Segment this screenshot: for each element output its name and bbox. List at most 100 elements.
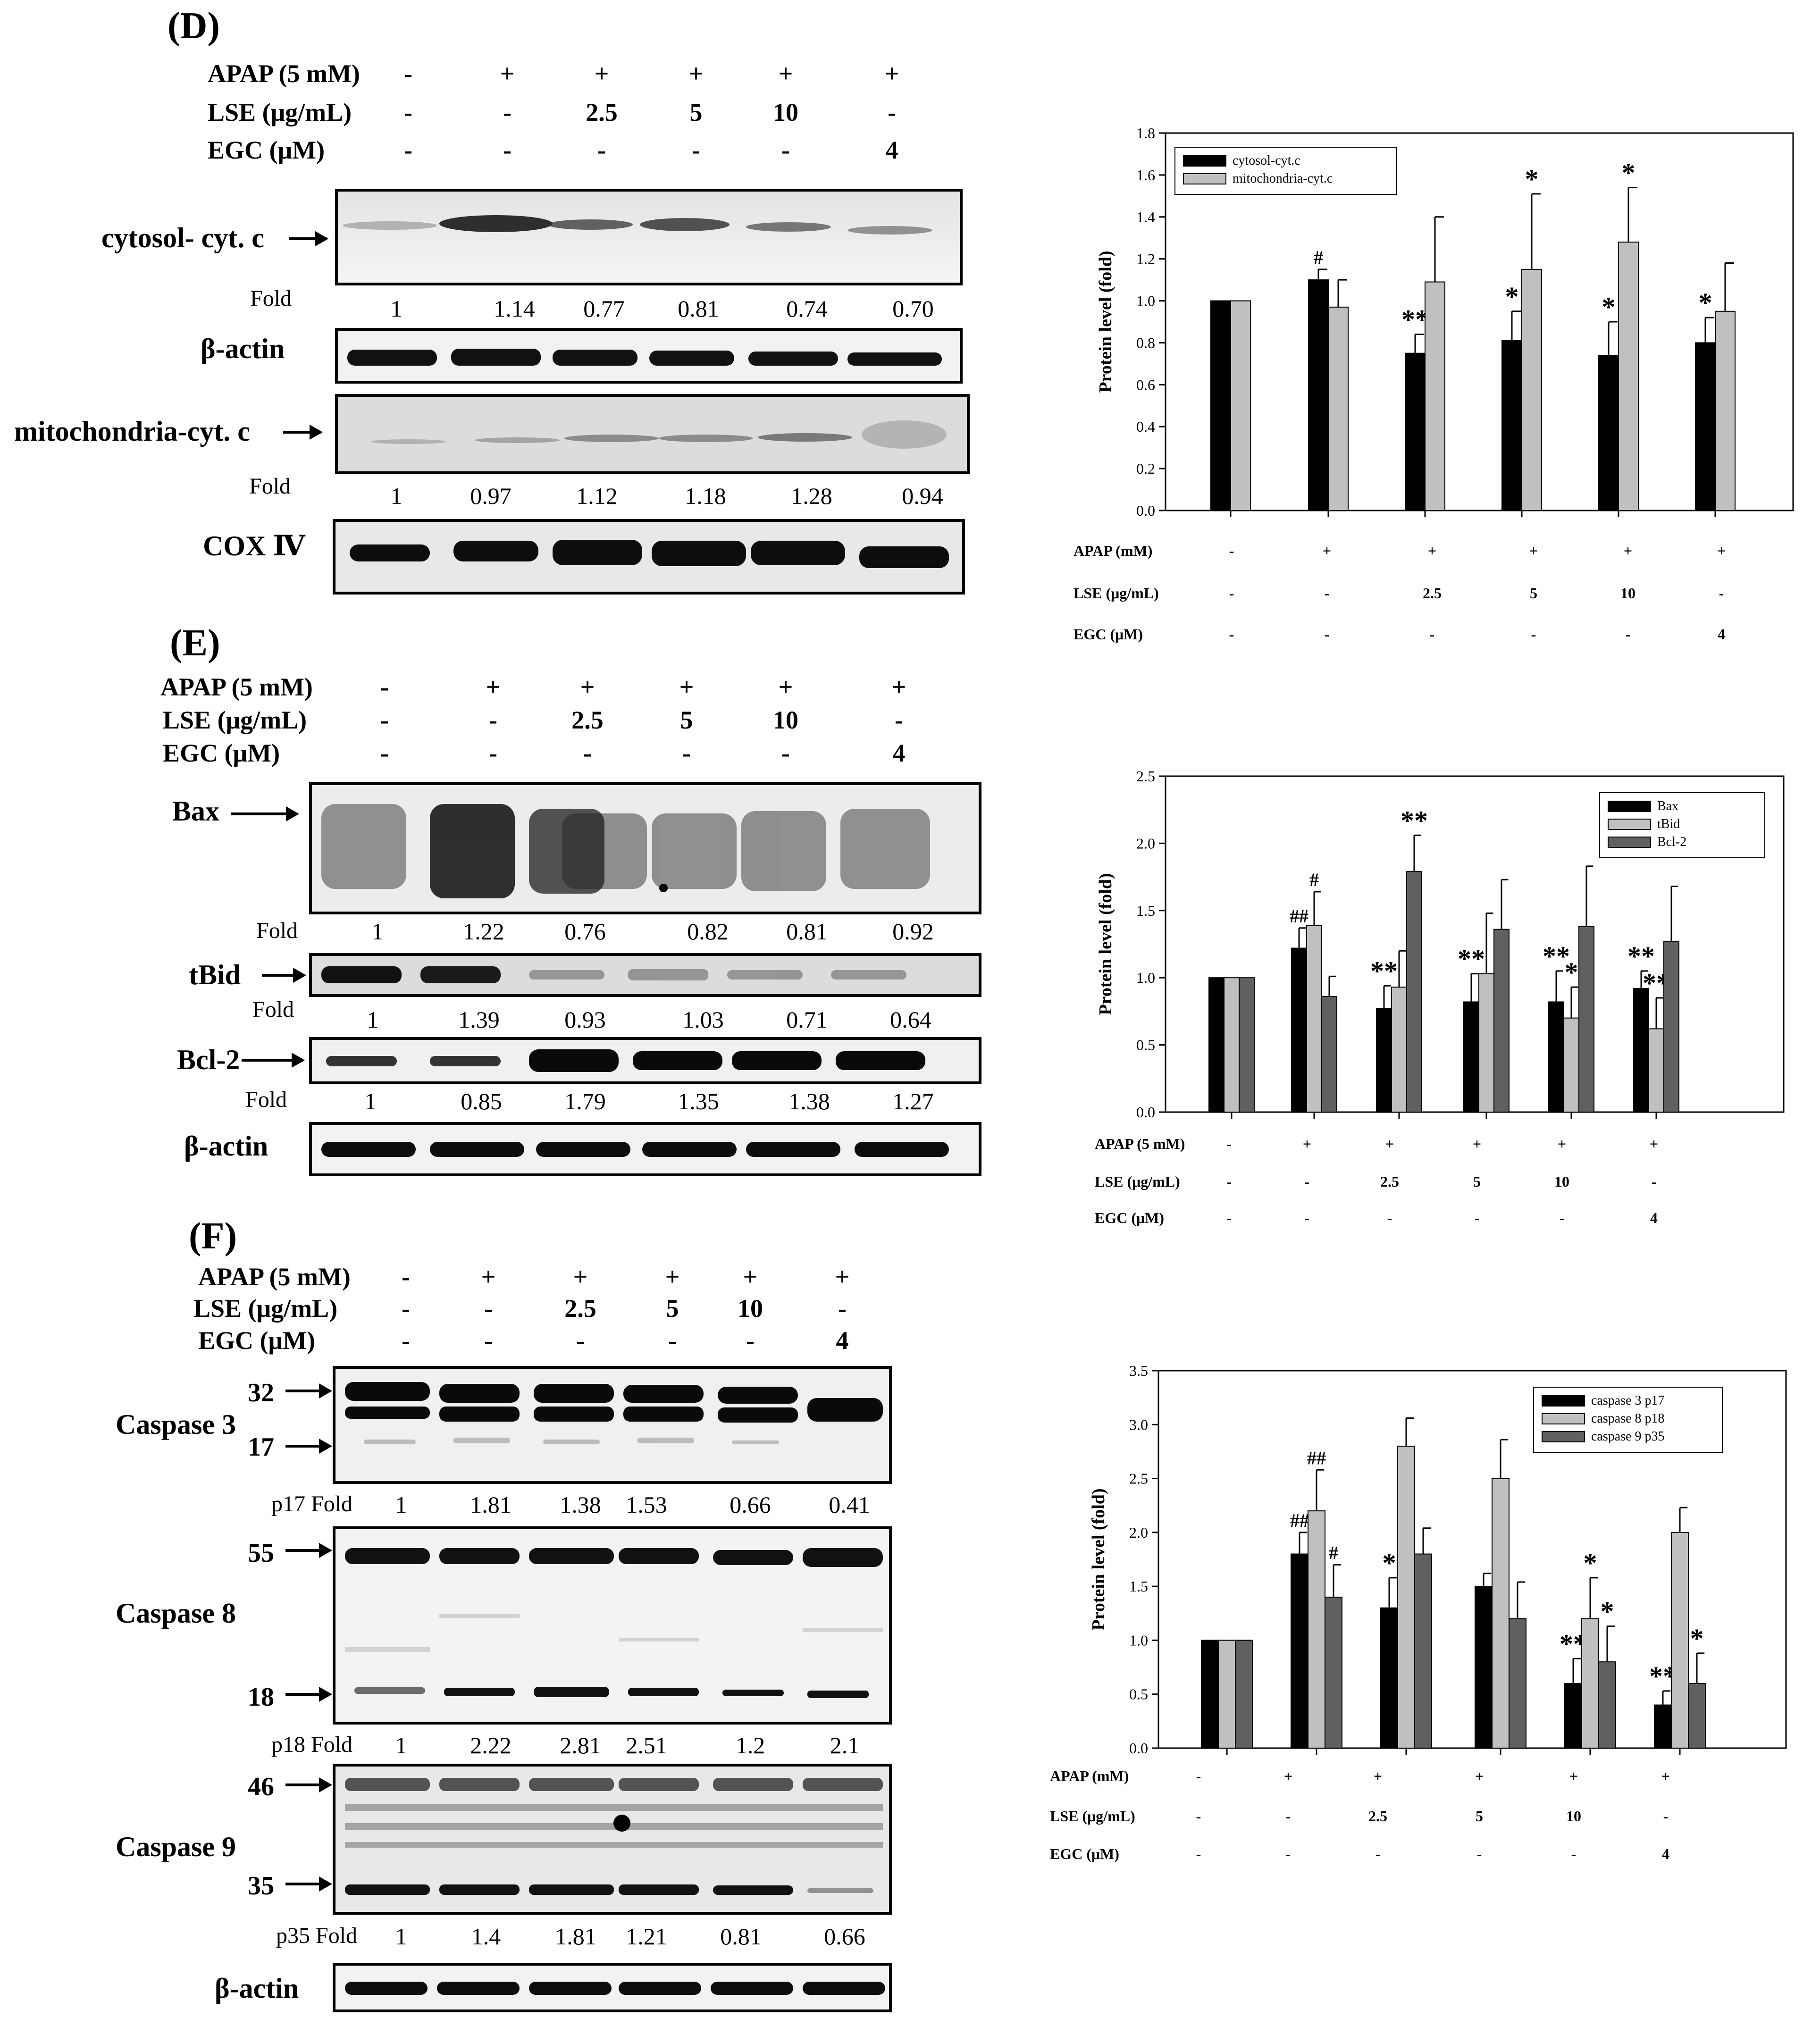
bar <box>1425 281 1445 511</box>
treat-row-value: + <box>1529 542 1538 559</box>
treat-label: LSE (μg/mL) <box>208 98 352 126</box>
fold-value: 0.94 <box>902 483 943 509</box>
arrow-icon <box>285 1777 332 1792</box>
blot-image-actin <box>333 1963 892 2012</box>
blot-label: tBid <box>189 959 241 990</box>
significance-mark: ** <box>1401 805 1428 836</box>
treat-row-value: + <box>1323 542 1331 559</box>
legend-swatch <box>1608 801 1651 812</box>
treat-value: + <box>486 673 501 701</box>
treat-row-label: LSE (μg/mL) <box>1095 1173 1180 1190</box>
significance-mark: * <box>1584 1548 1597 1578</box>
mw-marker: 35 <box>248 1871 274 1901</box>
treat-row-value: 5 <box>1473 1173 1481 1190</box>
bar <box>1463 1001 1479 1113</box>
treat-value: 4 <box>836 1326 849 1355</box>
treat-label: APAP (5 mM) <box>160 673 313 701</box>
treat-row-value: 2.5 <box>1368 1808 1387 1825</box>
treat-row-value: - <box>1286 1845 1291 1862</box>
legend-label: cytosol-cyt.c <box>1233 153 1300 168</box>
bar <box>1618 242 1639 511</box>
treat-value: - <box>380 673 389 701</box>
significance-mark: * <box>1565 957 1578 988</box>
treat-value: + <box>891 673 906 701</box>
fold-value: 1 <box>390 295 403 322</box>
legend-label: mitochondria-cyt.c <box>1233 171 1333 186</box>
treat-value: + <box>835 1263 850 1291</box>
y-tick-label: 2.0 <box>1136 835 1155 852</box>
y-tick-label: 3.0 <box>1129 1416 1148 1433</box>
blot-label: β-actin <box>184 1130 268 1162</box>
bar <box>1308 279 1329 511</box>
bar <box>1695 342 1716 511</box>
bar <box>1509 1618 1526 1749</box>
y-tick-label: 2.5 <box>1129 1470 1148 1487</box>
mw-marker: 17 <box>248 1432 274 1462</box>
y-tick-label: 1.5 <box>1136 902 1155 919</box>
fold-value: 0.81 <box>678 295 719 322</box>
bar <box>1564 1683 1582 1749</box>
significance-mark: * <box>1505 281 1519 312</box>
bar <box>1376 1008 1392 1113</box>
fold-label: p17 Fold <box>271 1491 353 1516</box>
y-tick-label: 1.5 <box>1129 1578 1148 1595</box>
legend-swatch <box>1183 173 1226 184</box>
treat-row-value: 4 <box>1662 1845 1669 1862</box>
blot-label: Bcl-2 <box>177 1044 240 1075</box>
significance-mark: ** <box>1458 944 1485 974</box>
y-tick-label: 2.0 <box>1129 1524 1148 1541</box>
significance-mark: * <box>1601 1596 1614 1627</box>
fold-value: 0.82 <box>687 918 729 945</box>
blot-image-tbid <box>309 953 981 997</box>
legend-swatch <box>1608 819 1651 830</box>
fold-label: p35 Fold <box>276 1923 358 1948</box>
treat-row-value: 4 <box>1718 626 1725 643</box>
blot-image-caspase9 <box>333 1764 892 1915</box>
treat-row-value: - <box>1305 1173 1310 1190</box>
treat-value: 2.5 <box>564 1294 596 1323</box>
fold-value: 1.12 <box>576 483 618 509</box>
treat-row-value: + <box>1624 542 1632 559</box>
bar <box>1654 1704 1672 1749</box>
treat-row-value: - <box>1375 1845 1381 1862</box>
significance-mark: ** <box>1543 941 1570 971</box>
treat-value: + <box>688 59 704 88</box>
treat-value: - <box>404 136 412 164</box>
bar <box>1598 1661 1616 1749</box>
treat-value: - <box>597 136 606 164</box>
blot-label: Bax <box>172 795 220 827</box>
fold-label: p18 Fold <box>271 1732 353 1757</box>
fold-value: 0.66 <box>730 1491 771 1518</box>
panel-letter-d: (D) <box>168 5 220 47</box>
significance-mark: * <box>1383 1548 1396 1578</box>
significance-mark: ## <box>1290 905 1308 927</box>
treat-value: - <box>402 1294 410 1323</box>
treat-row-value: 2.5 <box>1423 585 1442 602</box>
blot-image-actin <box>335 328 963 384</box>
treat-value: - <box>576 1326 585 1355</box>
chart-bax-tbid-bcl2: 0.0 0.5 1.0 1.5 2.0 2.5 Protein level (fold) ##… <box>1095 768 1785 1226</box>
fold-value: 0.81 <box>786 918 828 945</box>
fold-value: 1 <box>390 483 403 509</box>
treat-row-value: - <box>1196 1808 1201 1825</box>
significance-mark: ## <box>1290 1510 1309 1531</box>
treat-label: EGC (μM) <box>198 1326 316 1355</box>
treat-row-value: - <box>1325 585 1330 602</box>
treat-value: - <box>746 1326 755 1355</box>
bar <box>1224 977 1240 1113</box>
fold-value: 0.71 <box>786 1006 828 1033</box>
blot-label: β-actin <box>201 333 285 364</box>
fold-value: 1.53 <box>626 1491 667 1518</box>
treat-value: 2.5 <box>571 706 604 734</box>
significance-mark: # <box>1329 1542 1338 1563</box>
fold-value: 1 <box>395 1491 407 1518</box>
y-tick-label: 0.8 <box>1136 334 1155 351</box>
bar <box>1380 1607 1398 1749</box>
treat-row-value: + <box>1385 1135 1394 1152</box>
treat-row-value: + <box>1717 542 1726 559</box>
treat-value: - <box>404 59 412 88</box>
treat-row-value: - <box>1196 1845 1201 1862</box>
treat-value: 4 <box>892 739 906 767</box>
treat-row-value: 10 <box>1566 1808 1581 1825</box>
treat-value: 10 <box>773 98 798 126</box>
